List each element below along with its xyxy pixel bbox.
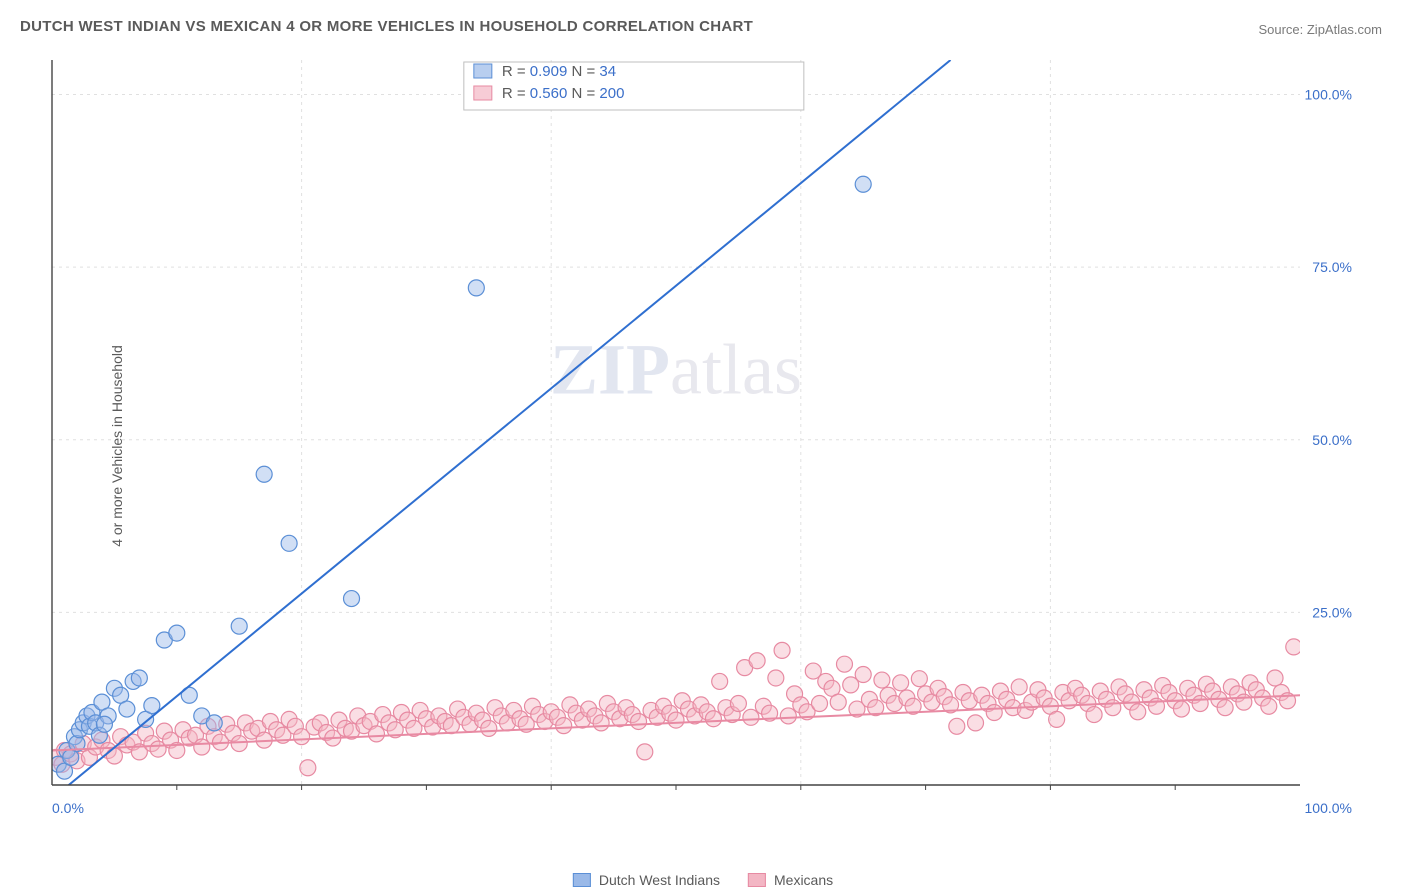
svg-text:0.0%: 0.0% [52,800,84,816]
svg-text:ZIPatlas: ZIPatlas [550,330,802,410]
svg-text:R = 0.560 N = 200: R = 0.560 N = 200 [502,85,625,102]
svg-text:50.0%: 50.0% [1312,432,1352,448]
svg-text:100.0%: 100.0% [1305,87,1352,103]
bottom-legend: Dutch West Indians Mexicans [573,872,833,888]
svg-text:25.0%: 25.0% [1312,604,1352,620]
legend-item: Dutch West Indians [573,872,720,888]
chart-title: DUTCH WEST INDIAN VS MEXICAN 4 OR MORE V… [20,18,753,35]
correlation-scatter-chart: ZIPatlas 25.0% 50.0% 75.0% 100.0% 0.0% 100.0% R… [50,55,1370,825]
svg-text:75.0%: 75.0% [1312,259,1352,275]
plot-area: ZIPatlas 25.0% 50.0% 75.0% 100.0% 0.0% 100.0% R… [50,55,1370,825]
source-attribution: Source: ZipAtlas.com [1258,22,1382,37]
legend-label: Mexicans [774,872,833,888]
legend-label: Dutch West Indians [599,872,720,888]
y-axis-label: 4 or more Vehicles in Household [109,345,125,547]
legend-swatch [748,873,766,887]
legend-swatch [573,873,591,887]
legend-item: Mexicans [748,872,833,888]
svg-text:100.0%: 100.0% [1305,800,1352,816]
svg-text:R = 0.909 N = 34: R = 0.909 N = 34 [502,63,616,80]
